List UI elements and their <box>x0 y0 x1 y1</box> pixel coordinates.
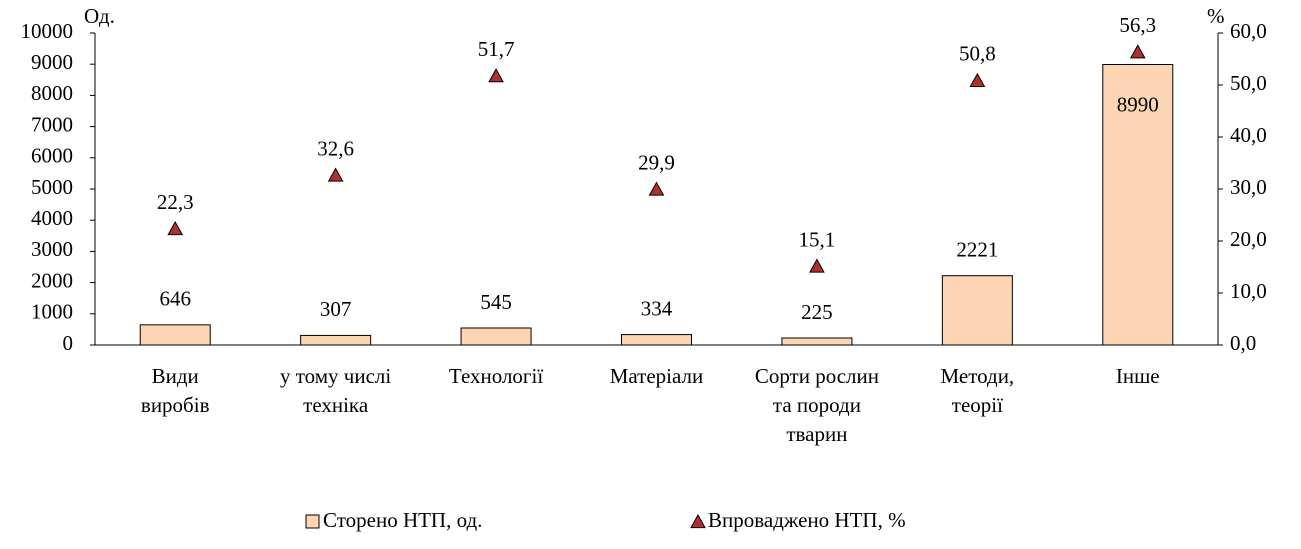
x-tick-label: Технології <box>449 364 543 388</box>
bar-value-label: 2221 <box>956 238 998 262</box>
bar-value-label: 646 <box>159 287 191 311</box>
legend-label: Впроваджено НТП, % <box>708 508 906 532</box>
x-tick-label: у тому числі <box>280 364 391 388</box>
x-tick-label: виробів <box>141 393 210 417</box>
marker-value-label: 15,1 <box>799 227 836 251</box>
legend-label: Сторено НТП, од. <box>323 508 482 532</box>
marker-value-label: 32,6 <box>317 136 354 160</box>
y2-tick-label: 0,0 <box>1230 331 1256 355</box>
bar-value-label: 225 <box>801 300 833 324</box>
bar-value-label: 334 <box>641 296 673 320</box>
legend-swatch <box>305 514 320 529</box>
bar <box>139 324 211 346</box>
bar <box>460 327 532 346</box>
y-tick-label: 7000 <box>31 112 73 136</box>
y-tick-label: 5000 <box>31 175 73 199</box>
y2-tick-label: 50,0 <box>1230 71 1267 95</box>
y-axis-title: Од. <box>84 4 115 28</box>
marker-value-label: 29,9 <box>638 150 675 174</box>
bar <box>1102 64 1174 346</box>
x-tick-label: техніка <box>303 393 369 417</box>
marker <box>969 72 986 87</box>
y-tick-label: 8000 <box>31 81 73 105</box>
y-tick-label: 4000 <box>31 206 73 230</box>
y2-tick-label: 30,0 <box>1230 175 1267 199</box>
y2-tick-label: 20,0 <box>1230 227 1267 251</box>
y-tick-label: 9000 <box>31 50 73 74</box>
marker-value-label: 50,8 <box>959 42 996 66</box>
y-tick-label: 10000 <box>21 19 74 43</box>
x-tick-label: Методи, <box>941 364 1015 388</box>
x-tick-label: Види <box>152 364 199 388</box>
bar <box>941 275 1013 346</box>
y-tick-label: 6000 <box>31 144 73 168</box>
marker-value-label: 51,7 <box>478 37 515 61</box>
x-tick-label: тварин <box>786 422 847 446</box>
marker <box>648 181 665 196</box>
marker <box>488 68 504 83</box>
marker <box>809 258 825 273</box>
bar <box>781 337 853 346</box>
marker <box>1129 44 1146 59</box>
y2-tick-label: 10,0 <box>1230 279 1267 303</box>
marker <box>327 167 344 182</box>
marker-value-label: 56,3 <box>1119 13 1156 37</box>
bar-value-label: 545 <box>480 290 512 314</box>
legend-swatch <box>690 513 706 529</box>
bar-value-label: 8990 <box>1117 92 1159 116</box>
bar <box>300 334 372 346</box>
y2-axis-title: % <box>1207 4 1225 28</box>
x-tick-label: теорії <box>952 393 1003 417</box>
x-tick-label: Інше <box>1116 364 1160 388</box>
x-tick-label: Сорти рослин <box>755 364 879 388</box>
bar <box>621 334 692 346</box>
y2-tick-label: 60,0 <box>1230 19 1267 43</box>
x-tick-label: та породи <box>773 393 861 417</box>
marker-value-label: 22,3 <box>157 190 194 214</box>
marker <box>167 221 184 236</box>
bar-value-label: 307 <box>320 297 352 321</box>
y-tick-label: 2000 <box>31 268 73 292</box>
y-tick-label: 0 <box>63 331 74 355</box>
y-tick-label: 1000 <box>31 300 73 324</box>
y-tick-label: 3000 <box>31 237 73 261</box>
y2-tick-label: 40,0 <box>1230 123 1267 147</box>
x-tick-label: Матеріали <box>610 364 704 388</box>
